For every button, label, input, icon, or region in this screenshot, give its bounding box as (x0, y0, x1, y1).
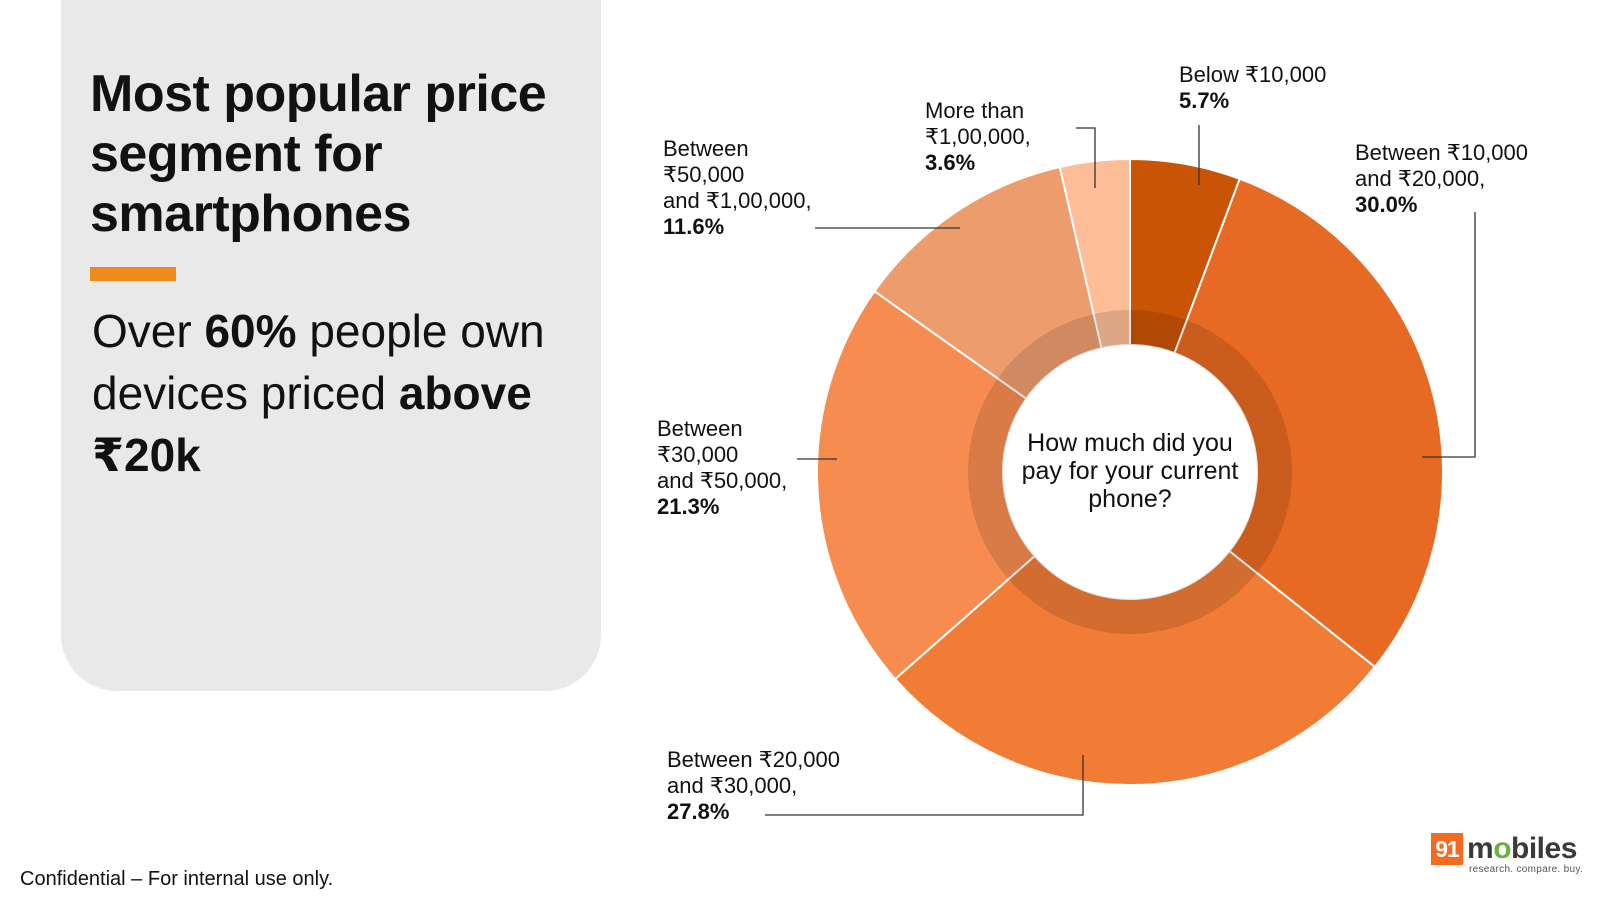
logo-power-icon: o (1493, 832, 1512, 865)
slice-label-10k-20k: Between ₹10,000 and ₹20,000, 30.0% (1355, 140, 1528, 218)
leader-lines (765, 125, 1476, 816)
logo-word-post: biles (1511, 832, 1577, 865)
donut-slices (816, 157, 1444, 786)
slice-percent: 5.7% (1179, 88, 1230, 113)
slice-label-above-1l: More than ₹1,00,000, 3.6% (925, 98, 1031, 176)
slice-name: Below ₹10,000 (1179, 62, 1327, 87)
summary-highlight: 60% (204, 305, 297, 357)
slice-name: Between ₹10,000 and ₹20,000, (1355, 140, 1529, 191)
summary-panel (61, 0, 601, 691)
slice-label-30k-50k: Between ₹30,000 and ₹50,000, 21.3% (657, 416, 787, 520)
brand-logo: 91 mobiles research. compare. buy. (1431, 831, 1583, 875)
chart-center-question: How much did you pay for your current ph… (1021, 429, 1239, 513)
slice-name: More than ₹1,00,000, (925, 98, 1031, 149)
summary-statement: Over 60% people own devices priced above… (92, 300, 592, 486)
leader-line-slice-20k-30k (765, 755, 1084, 816)
logo-tagline: research. compare. buy. (1469, 864, 1583, 875)
slice-percent: 27.8% (667, 799, 730, 824)
summary-mid: people own devices priced (92, 305, 545, 419)
slice-name: Between ₹20,000 and ₹30,000, (667, 747, 841, 798)
leader-line-slice-above-1l (1076, 127, 1096, 188)
summary-end: above ₹20k (92, 367, 532, 481)
logo-word-pre: m (1467, 832, 1494, 865)
slice-name: Between ₹30,000 and ₹50,000, (657, 416, 788, 493)
donut-hole (1003, 345, 1257, 599)
slice-label-20k-30k: Between ₹20,000 and ₹30,000, 27.8% (667, 747, 840, 825)
slice-percent: 11.6% (663, 214, 725, 239)
page-title: Most popular price segment for smartphon… (90, 65, 547, 243)
slice-label-below-10k: Below ₹10,000 5.7% (1179, 62, 1326, 114)
leader-line-slice-10k-20k (1422, 212, 1476, 458)
slice-percent: 30.0% (1355, 192, 1418, 217)
slice-label-50k-1l: Between ₹50,000 and ₹1,00,000, 11.6% (663, 136, 812, 240)
slice-percent: 21.3% (657, 494, 720, 519)
slice-name: Between ₹50,000 and ₹1,00,000, (663, 136, 812, 213)
logo-word: mobiles (1467, 831, 1577, 867)
summary-pre: Over (92, 305, 205, 357)
confidential-note: Confidential – For internal use only. (20, 868, 334, 890)
logo-badge: 91 (1431, 833, 1463, 865)
accent-rule (90, 267, 176, 281)
slice-percent: 3.6% (925, 150, 976, 175)
